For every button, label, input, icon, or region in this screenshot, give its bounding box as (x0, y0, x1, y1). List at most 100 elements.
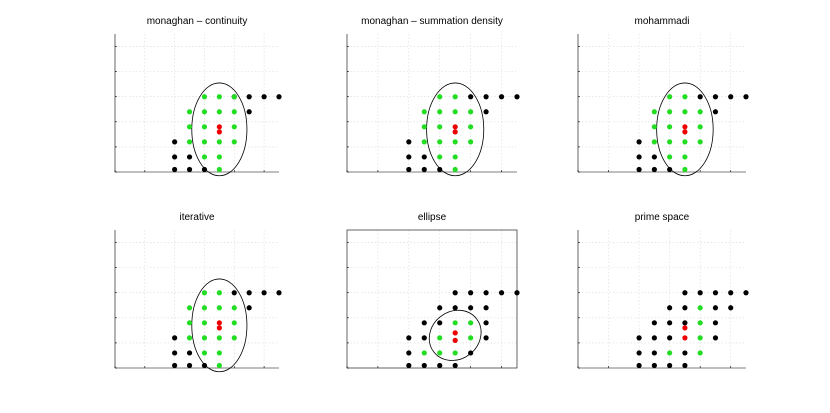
particle-green (437, 139, 443, 145)
particle-green (452, 154, 458, 160)
particle-black (246, 94, 252, 100)
particle-green (201, 139, 208, 145)
particle-green (186, 124, 193, 130)
particle-black (261, 290, 267, 296)
particle-black (636, 350, 642, 356)
particle-black (246, 290, 252, 296)
particle-green (186, 320, 193, 326)
particle-black (483, 290, 489, 296)
particle-green (186, 305, 193, 311)
particle-black (483, 305, 489, 311)
panel-title: prime space (635, 212, 690, 223)
particle-green (231, 335, 237, 341)
particle-black (682, 305, 688, 311)
particle-black (421, 335, 427, 341)
particle-black (452, 290, 458, 296)
particle-black (468, 94, 474, 100)
particle-green (216, 290, 222, 296)
particle-green (201, 109, 208, 115)
particle-black (406, 335, 412, 341)
particle-green (468, 320, 474, 326)
particle-black (667, 305, 673, 311)
particle-black (483, 94, 489, 100)
particle-green (216, 154, 222, 160)
particle-green (216, 350, 222, 356)
particle-green (201, 124, 208, 130)
particle-black (186, 154, 193, 160)
particle-green (201, 320, 208, 326)
particle-green (437, 94, 443, 100)
particle-black (172, 139, 178, 145)
particle-green (437, 350, 443, 356)
plot-area (577, 34, 749, 177)
particle-green (437, 154, 443, 160)
particle-black (712, 109, 719, 115)
particle-green (667, 139, 673, 145)
particle-black (636, 166, 642, 173)
particle-green (682, 154, 688, 160)
plot-area (346, 34, 520, 177)
particle-black (452, 305, 458, 311)
particle-black (406, 350, 412, 356)
panel-3: mohammadi (577, 16, 749, 177)
particle-green (452, 109, 458, 115)
particle-green (201, 94, 208, 100)
plot-area (346, 229, 520, 369)
particle-black (201, 166, 208, 173)
particle-green (697, 320, 703, 326)
particle-red (452, 330, 458, 336)
plot-area (114, 34, 282, 177)
particle-black (667, 320, 673, 326)
particle-black (406, 166, 412, 173)
particle-black (651, 362, 657, 369)
particle-green (667, 109, 673, 115)
particle-black (682, 362, 688, 369)
particle-black (186, 362, 193, 369)
particle-black (172, 154, 178, 160)
particle-green (667, 350, 673, 356)
kernel-circle (426, 82, 485, 177)
particle-green (437, 124, 443, 130)
particle-red (682, 124, 688, 130)
particle-black (186, 166, 193, 173)
particle-green (697, 305, 703, 311)
particle-black (186, 350, 193, 356)
particle-black (437, 320, 443, 326)
particle-black (231, 290, 237, 296)
particle-green (682, 139, 688, 145)
particle-black (437, 166, 443, 173)
particle-black (452, 362, 458, 369)
plot-area (114, 230, 282, 373)
particle-black (468, 305, 474, 311)
particle-black (276, 290, 282, 296)
particle-red (682, 129, 688, 135)
particle-green (216, 335, 222, 341)
particle-green (468, 139, 474, 145)
particle-black (651, 166, 657, 173)
axes-box (346, 229, 518, 369)
particle-green (201, 305, 208, 311)
particle-black (483, 109, 489, 115)
particle-red (452, 129, 458, 135)
particle-black (667, 362, 673, 369)
particle-green (231, 124, 237, 130)
particle-black (728, 94, 734, 100)
particle-green (216, 94, 222, 100)
particle-black (697, 290, 703, 296)
particle-green (452, 350, 458, 356)
particle-green (421, 109, 427, 115)
particle-black (406, 362, 412, 369)
particle-green (682, 109, 688, 115)
particle-black (172, 335, 178, 341)
particle-green (651, 109, 657, 115)
particle-black (636, 362, 642, 369)
particle-green (468, 124, 474, 130)
particle-black (712, 290, 719, 296)
particle-black (712, 320, 719, 326)
particle-red (452, 337, 458, 343)
particle-black (697, 94, 703, 100)
particle-red (216, 124, 222, 130)
particle-black (276, 94, 282, 100)
particle-green (452, 94, 458, 100)
